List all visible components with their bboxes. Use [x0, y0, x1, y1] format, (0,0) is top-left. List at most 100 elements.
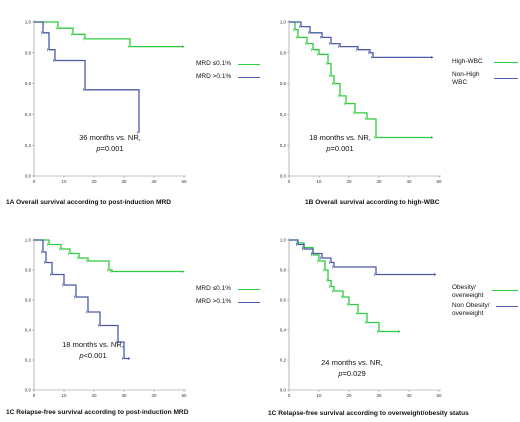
- y-tick-label: 0,6: [280, 81, 287, 86]
- km-curve-series-2: [34, 21, 140, 133]
- p-value-text: p=0.029: [338, 369, 366, 378]
- panel-1b: 0 10 20 30 40 50 0,0 0,2 0,4 0,6 0,8 1,0 18 months …: [260, 0, 520, 211]
- panel-1c-mrd: 0 10 20 30 40 50 0,0 0,2 0,4 0,6 0,8 1,0 18 months …: [0, 211, 260, 422]
- figure-caption: 1B Overall survival according to high-WB…: [305, 199, 440, 206]
- figure-caption: 1C Relapse-free survival according to po…: [6, 409, 189, 416]
- y-tick-label: 0,2: [25, 358, 32, 363]
- legend: MRD ≤0.1% MRD >0.1%: [196, 60, 264, 86]
- x-tick-label: 10: [61, 393, 67, 398]
- km-curve-series-1: [289, 239, 400, 333]
- x-tick-label: 10: [316, 179, 322, 184]
- x-tick-label: 40: [406, 179, 412, 184]
- legend-item: High-WBC: [452, 58, 520, 71]
- legend-swatch: [238, 302, 260, 304]
- x-tick-label: 50: [181, 179, 187, 184]
- y-tick-label: 0,2: [280, 143, 287, 148]
- y-tick-label: 0,4: [280, 112, 287, 117]
- median-survival-text: 18 months vs. NR,: [309, 133, 371, 142]
- y-tick-label: 0,6: [25, 81, 32, 86]
- y-tick-label: 0,4: [25, 328, 32, 333]
- x-tick-label: 20: [91, 179, 97, 184]
- y-tick-label: 0,4: [280, 328, 287, 333]
- x-tick-label: 20: [346, 393, 352, 398]
- legend-item: MRD ≤0.1%: [196, 60, 264, 73]
- median-survival-text: 36 months vs. NR,: [79, 133, 141, 142]
- y-tick-label: 0,2: [280, 358, 287, 363]
- legend-swatch: [496, 306, 518, 308]
- y-tick-label: 0,0: [25, 174, 32, 179]
- km-curve-series-1: [34, 239, 184, 273]
- x-tick-label: 50: [436, 393, 442, 398]
- legend-item: MRD >0.1%: [196, 73, 264, 86]
- x-tick-label: 40: [151, 179, 157, 184]
- x-tick-label: 40: [406, 393, 412, 398]
- y-tick-label: 0,2: [25, 143, 32, 148]
- y-tick-label: 0,6: [280, 298, 287, 303]
- x-tick-label: 30: [121, 393, 127, 398]
- legend-item: Non-High WBC: [452, 71, 520, 91]
- stats-annotation: 24 months vs. NR, p=0.029: [297, 357, 407, 379]
- y-tick-label: 0,6: [25, 298, 32, 303]
- x-tick-label: 30: [121, 179, 127, 184]
- legend-swatch: [238, 64, 260, 66]
- km-chart-1c-obesity: 0 10 20 30 40 50 0,0 0,2 0,4 0,6 0,8 1,0: [280, 238, 442, 398]
- legend-swatch: [238, 289, 260, 291]
- x-tick-label: 0: [33, 393, 36, 398]
- y-tick-label: 0,8: [280, 50, 287, 55]
- y-tick-label: 0,8: [280, 268, 287, 273]
- km-chart-1b: 0 10 20 30 40 50 0,0 0,2 0,4 0,6 0,8 1,0: [280, 20, 442, 184]
- km-curve-series-1: [289, 21, 433, 139]
- legend: High-WBC Non-High WBC: [452, 58, 520, 91]
- y-tick-label: 0,4: [25, 112, 32, 117]
- legend-item: Obesity/ overweight: [452, 284, 520, 302]
- legend-swatch: [494, 78, 518, 80]
- x-tick-label: 20: [346, 179, 352, 184]
- legend-item: MRD ≤0.1%: [196, 285, 264, 298]
- p-value-text: p=0.001: [96, 144, 124, 153]
- legend-item: MRD >0.1%: [196, 298, 264, 311]
- legend-swatch: [492, 290, 518, 292]
- legend: MRD ≤0.1% MRD >0.1%: [196, 285, 264, 311]
- x-tick-label: 30: [376, 393, 382, 398]
- y-tick-label: 0,0: [280, 174, 287, 179]
- legend: Obesity/ overweight Non Obesity/ overwei…: [452, 284, 520, 320]
- x-tick-label: 0: [33, 179, 36, 184]
- x-tick-label: 20: [91, 393, 97, 398]
- y-tick-label: 0,8: [25, 268, 32, 273]
- legend-swatch: [238, 77, 260, 79]
- km-chart-1c-mrd: 0 10 20 30 40 50 0,0 0,2 0,4 0,6 0,8 1,0: [25, 238, 187, 398]
- median-survival-text: 24 months vs. NR,: [321, 358, 383, 367]
- km-curve-series-1: [34, 21, 184, 48]
- x-tick-label: 50: [436, 179, 442, 184]
- legend-item: Non Obesity/ overweight: [452, 302, 520, 320]
- x-tick-label: 0: [288, 179, 291, 184]
- y-tick-label: 0,0: [25, 388, 32, 393]
- x-tick-label: 30: [376, 179, 382, 184]
- legend-swatch: [494, 62, 518, 64]
- p-value-text: p<0.001: [79, 351, 107, 360]
- y-tick-label: 1,0: [280, 238, 287, 243]
- x-tick-label: 40: [151, 393, 157, 398]
- panel-1c-obesity: 0 10 20 30 40 50 0,0 0,2 0,4 0,6 0,8 1,0 24 months …: [260, 211, 520, 422]
- y-tick-label: 1,0: [280, 20, 287, 25]
- x-tick-label: 10: [61, 179, 67, 184]
- km-curve-series-2: [34, 239, 130, 360]
- km-curve-series-2: [289, 21, 433, 59]
- figure-caption: 1A Overall survival according to post-in…: [6, 199, 171, 206]
- x-tick-label: 50: [181, 393, 187, 398]
- x-tick-label: 0: [288, 393, 291, 398]
- figure-caption: 1C Relapse-free survival according to ov…: [268, 410, 469, 417]
- y-tick-label: 1,0: [25, 20, 32, 25]
- stats-annotation: 18 months vs. NR, p<0.001: [38, 339, 148, 361]
- p-value-text: p=0.001: [326, 144, 354, 153]
- y-tick-label: 1,0: [25, 238, 32, 243]
- y-tick-label: 0,0: [280, 388, 287, 393]
- stats-annotation: 18 months vs. NR, p=0.001: [285, 132, 395, 154]
- x-tick-label: 10: [316, 393, 322, 398]
- km-curve-series-2: [289, 239, 436, 276]
- median-survival-text: 18 months vs. NR,: [62, 340, 124, 349]
- panel-1a: 0 10 20 30 40 50 0,0 0,2 0,4 0,6 0,8 1,0 36 months …: [0, 0, 260, 211]
- km-chart-1a: 0 10 20 30 40 50 0,0 0,2 0,4 0,6 0,8 1,0: [25, 20, 187, 184]
- y-tick-label: 0,8: [25, 50, 32, 55]
- stats-annotation: 36 months vs. NR, p=0.001: [55, 132, 165, 154]
